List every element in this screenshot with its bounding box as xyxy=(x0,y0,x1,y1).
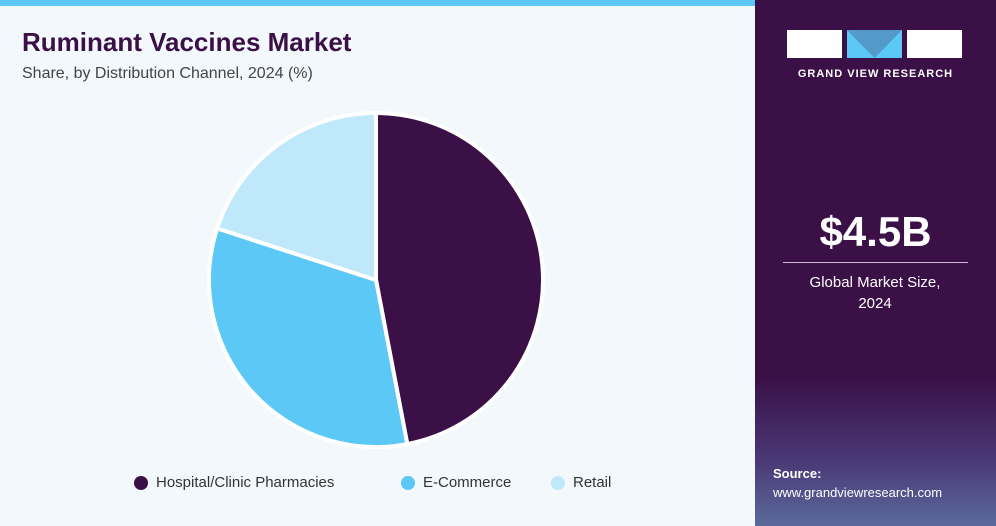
source-url: www.grandviewresearch.com xyxy=(773,485,943,500)
logo-block xyxy=(847,30,902,58)
logo-block xyxy=(907,30,962,58)
market-size-label: Global Market Size, 2024 xyxy=(809,274,941,312)
source-label: Source: xyxy=(773,466,822,481)
pie-slice xyxy=(214,110,378,283)
market-size: $4.5B xyxy=(819,208,932,255)
pie-slice xyxy=(207,225,410,449)
logo-block xyxy=(787,30,842,58)
logo xyxy=(787,30,962,58)
logo-shape xyxy=(847,30,902,58)
legend-marker xyxy=(551,476,565,490)
legend-marker xyxy=(401,476,415,490)
legend-label: Retail xyxy=(573,474,611,491)
chart-subtitle: Share, by Distribution Channel, 2024 (%) xyxy=(22,65,313,82)
legend-label: Hospital/Clinic Pharmacies xyxy=(156,474,334,491)
chart: Ruminant Vaccines Market Share, by Distr… xyxy=(22,27,611,491)
legend-label: E-Commerce xyxy=(423,474,511,491)
side-panel: GRAND VIEW RESEARCH $4.5B Global Market … xyxy=(755,0,996,526)
chart-title: Ruminant Vaccines Market xyxy=(22,27,352,57)
pie-slice xyxy=(374,110,545,447)
divider xyxy=(783,262,968,263)
brand: GRAND VIEW RESEARCH xyxy=(797,68,954,80)
top-bar xyxy=(0,0,755,6)
legend-marker xyxy=(134,476,148,490)
